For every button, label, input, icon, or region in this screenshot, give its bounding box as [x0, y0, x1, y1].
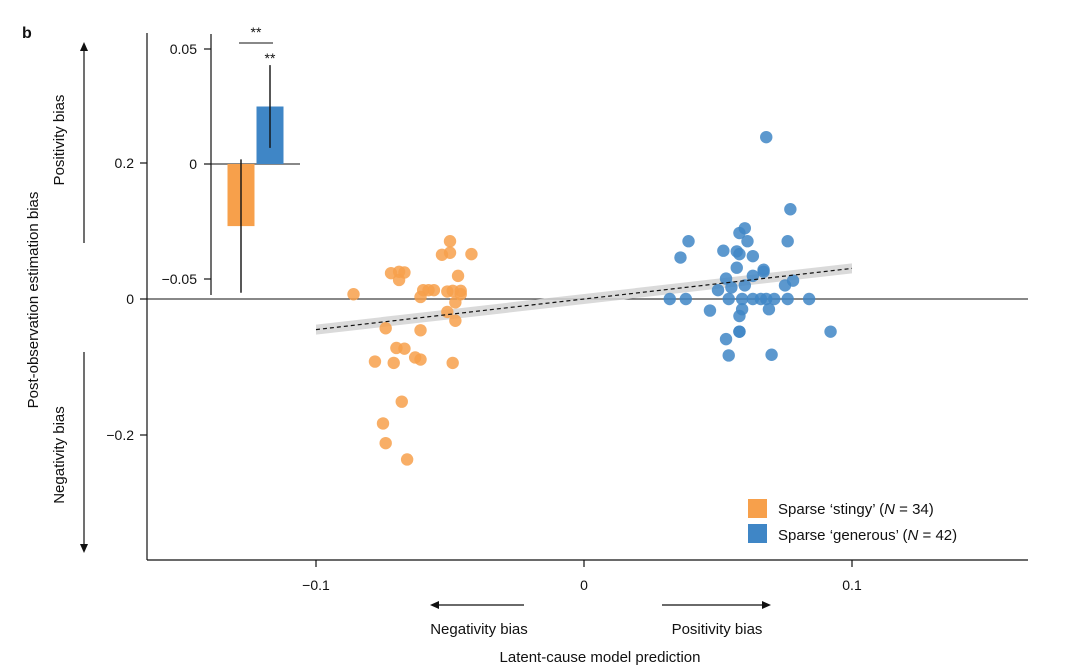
point-stingy: [414, 324, 427, 337]
trend-line-dashed: [315, 267, 853, 331]
point-generous: [717, 244, 730, 257]
point-generous: [760, 130, 773, 144]
point-generous: [768, 292, 781, 306]
x-annotation-left-label: Negativity bias: [430, 621, 528, 638]
point-generous: [663, 292, 676, 306]
significance-single: **: [265, 50, 276, 66]
scatter-x-ticks: −0.1 0 0.1: [302, 560, 862, 593]
point-generous: [762, 303, 776, 316]
point-stingy: [395, 395, 408, 408]
y-tick-label: −0.2: [106, 427, 134, 443]
legend-swatch-stingy: [748, 499, 767, 518]
x-tick-label: 0.1: [842, 577, 862, 593]
point-generous: [757, 265, 770, 278]
point-stingy: [347, 288, 360, 301]
y-axis-title: Post-observation estimation bias: [25, 192, 42, 409]
point-stingy: [435, 248, 449, 261]
point-generous: [674, 251, 687, 264]
point-stingy: [465, 247, 478, 261]
point-generous: [802, 292, 816, 306]
point-stingy: [441, 285, 454, 298]
point-generous: [682, 235, 695, 248]
point-stingy: [400, 453, 414, 466]
point-generous: [781, 292, 794, 306]
inset-bar-chart: −0.05 0 0.05 ****: [150, 24, 302, 296]
point-stingy: [449, 314, 462, 327]
point-generous: [719, 332, 733, 346]
inset-y-tick-label: −0.05: [162, 271, 198, 287]
point-generous: [738, 279, 751, 292]
point-generous: [784, 203, 797, 216]
point-generous: [679, 292, 693, 306]
inset-background: [150, 34, 302, 296]
scatter-points: [347, 130, 837, 466]
point-stingy: [443, 235, 457, 248]
point-generous: [741, 235, 754, 248]
point-stingy: [368, 355, 382, 368]
point-generous: [781, 235, 794, 248]
y-annotation-top-label: Positivity bias: [51, 95, 68, 186]
legend-swatch-generous: [748, 524, 767, 543]
point-stingy: [449, 296, 462, 309]
point-generous: [735, 292, 749, 306]
legend-label-generous: Sparse ‘generous’ (N = 42): [778, 527, 957, 544]
point-stingy: [427, 283, 441, 297]
point-stingy: [387, 356, 400, 370]
point-stingy: [392, 273, 406, 287]
point-generous: [722, 349, 735, 362]
x-annotation-negativity: Negativity bias: [430, 601, 528, 638]
legend: Sparse ‘stingy’ (N = 34) Sparse ‘generou…: [748, 499, 957, 544]
point-generous: [824, 325, 837, 338]
point-generous: [725, 281, 738, 294]
point-generous: [733, 247, 746, 261]
point-stingy: [379, 436, 392, 450]
y-tick-label: 0: [126, 291, 134, 307]
inset-y-tick-label: 0: [189, 156, 197, 172]
inset-y-tick-label: 0.05: [170, 41, 197, 57]
point-stingy: [414, 353, 427, 366]
y-annotation-bottom-label: Negativity bias: [51, 406, 68, 504]
point-generous: [746, 249, 760, 263]
point-stingy: [376, 417, 390, 430]
trend-line: [315, 267, 853, 331]
y-annotation-negativity: Negativity bias: [51, 352, 88, 553]
x-tick-label: −0.1: [302, 577, 330, 593]
point-generous: [730, 261, 743, 274]
x-tick-label: 0: [580, 577, 588, 593]
significance-pair: **: [251, 24, 262, 40]
point-generous: [733, 325, 746, 338]
scatter-plot: −0.2 0 0.2 −0.1 0 0.1: [106, 33, 1028, 593]
point-stingy: [414, 290, 427, 304]
panel-label: b: [22, 25, 32, 42]
point-generous: [711, 283, 725, 297]
x-annotation-right-label: Positivity bias: [672, 621, 763, 638]
legend-label-stingy: Sparse ‘stingy’ (N = 34): [778, 501, 934, 518]
inset-bars: [227, 65, 284, 293]
y-annotation-positivity: Positivity bias: [51, 42, 88, 243]
point-generous: [733, 309, 746, 323]
point-generous: [722, 292, 735, 306]
x-annotation-positivity: Positivity bias: [662, 601, 771, 638]
point-stingy: [446, 356, 459, 370]
y-tick-label: 0.2: [115, 155, 135, 171]
point-generous: [778, 279, 792, 292]
scatter-y-ticks: −0.2 0 0.2: [106, 155, 147, 443]
point-generous: [765, 348, 778, 361]
point-stingy: [390, 341, 403, 355]
x-axis-title: Latent-cause model prediction: [500, 649, 701, 666]
point-generous: [738, 222, 751, 235]
point-generous: [703, 304, 717, 317]
inset-significance: ****: [239, 24, 276, 66]
point-stingy: [379, 322, 392, 335]
inset-y-ticks: −0.05 0 0.05: [162, 41, 211, 287]
point-stingy: [451, 269, 465, 283]
